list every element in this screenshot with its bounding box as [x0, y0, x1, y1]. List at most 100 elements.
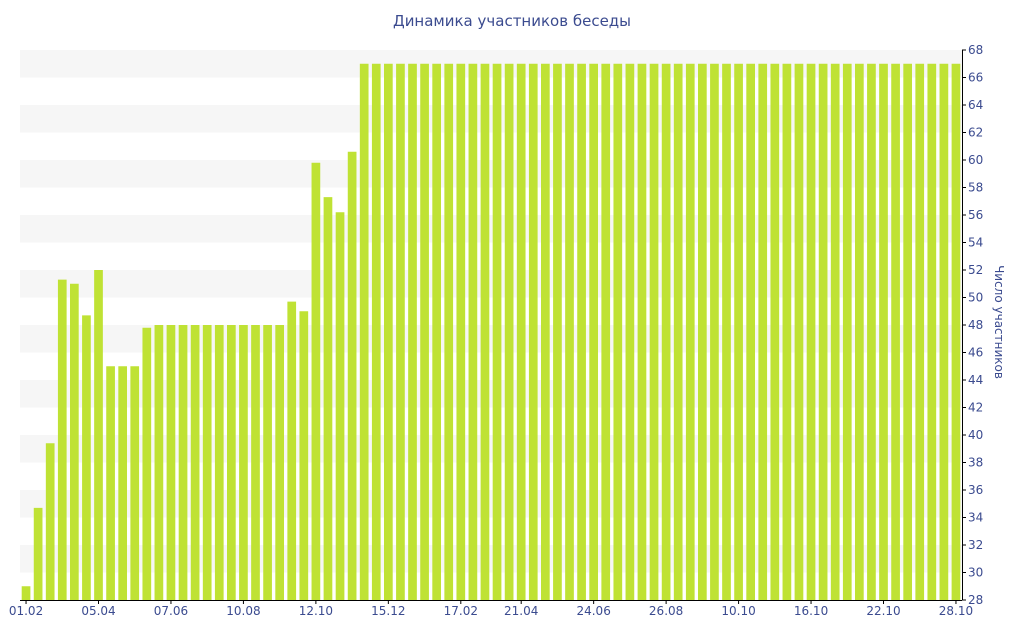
bar — [347, 151, 357, 600]
bar — [154, 325, 164, 600]
bar — [770, 63, 780, 600]
bar — [384, 63, 393, 600]
bar — [879, 63, 888, 600]
bar — [396, 63, 405, 600]
bar — [939, 63, 949, 600]
y-tick-labels: 28 30 32 34 36 38 40 42 44 46 48 50 52 54 56 58 60 62 64 66… — [968, 43, 983, 607]
bar — [456, 63, 466, 600]
bar — [589, 63, 599, 600]
grid-band — [20, 325, 962, 353]
x-tick-label: 16.10 — [794, 604, 828, 618]
y-tick-label: 32 — [968, 538, 983, 552]
bar — [408, 63, 417, 600]
bar — [263, 325, 272, 600]
bar — [130, 366, 140, 600]
bar — [299, 311, 309, 600]
bar — [565, 63, 574, 600]
bar — [577, 63, 586, 600]
bar — [855, 63, 864, 600]
bar — [106, 366, 115, 600]
bar — [480, 63, 490, 600]
bar — [94, 270, 103, 600]
bar — [673, 63, 683, 600]
x-tick-label: 22.10 — [866, 604, 900, 618]
bar — [915, 63, 925, 600]
y-tick-label: 44 — [968, 373, 983, 387]
bar — [239, 325, 248, 600]
bar — [951, 63, 961, 600]
bar — [613, 63, 623, 600]
bar — [746, 63, 756, 600]
y-tick-label: 66 — [968, 71, 983, 85]
bar — [794, 63, 804, 600]
x-tick-label: 07.06 — [154, 604, 188, 618]
bar — [468, 63, 478, 600]
grid-band — [20, 270, 962, 298]
grid-band — [20, 105, 962, 133]
bar — [166, 325, 176, 600]
bar — [323, 197, 333, 600]
axes — [20, 49, 966, 604]
y-tick-label: 56 — [968, 208, 983, 222]
grid-band — [20, 490, 962, 518]
y-tick-label: 58 — [968, 181, 983, 195]
bar — [492, 63, 502, 600]
x-tick-label: 12.10 — [299, 604, 333, 618]
bar — [190, 325, 200, 600]
bar — [287, 301, 297, 600]
bar — [830, 63, 840, 600]
bar — [335, 212, 345, 600]
bar — [528, 63, 538, 600]
bar — [202, 325, 212, 600]
y-tick-label: 34 — [968, 511, 983, 525]
bar — [21, 586, 31, 600]
bar — [698, 63, 707, 600]
bar — [927, 63, 937, 600]
x-tick-label: 05.04 — [81, 604, 115, 618]
x-tick-label: 24.06 — [576, 604, 610, 618]
y-tick-label: 30 — [968, 566, 983, 580]
bar — [553, 63, 562, 600]
y-tick-label: 52 — [968, 263, 983, 277]
y-tick-label: 42 — [968, 401, 983, 415]
grid-band — [20, 160, 962, 188]
grid-band — [20, 215, 962, 243]
bar — [685, 63, 695, 600]
bar — [57, 279, 67, 600]
bar — [734, 63, 743, 600]
bar — [722, 63, 731, 600]
y-tick-label: 68 — [968, 43, 983, 57]
bar — [842, 63, 852, 600]
bar — [70, 283, 79, 600]
chart-title: Динамика участников беседы — [392, 12, 632, 30]
bar — [214, 325, 224, 600]
x-tick-label: 10.10 — [721, 604, 755, 618]
y-tick-label: 36 — [968, 483, 983, 497]
bar — [275, 325, 285, 600]
y-tick-label: 50 — [968, 291, 983, 305]
bar — [432, 63, 442, 600]
bar — [516, 63, 526, 600]
bar — [867, 63, 876, 600]
y-tick-label: 48 — [968, 318, 983, 332]
bar — [33, 507, 43, 600]
bar — [371, 63, 381, 600]
bar — [251, 325, 260, 600]
bar — [625, 63, 635, 600]
bar — [649, 63, 659, 600]
x-tick-labels: 01.02 05.04 07.06 10.08 12.10 15.12 17.02 21.04… — [9, 604, 973, 618]
bar — [661, 63, 671, 600]
bar — [45, 443, 55, 600]
bar — [227, 325, 236, 600]
x-tick-label: 21.04 — [504, 604, 538, 618]
bar — [818, 63, 828, 600]
bar-series — [21, 63, 961, 600]
bar — [82, 315, 91, 600]
y-tick-label: 38 — [968, 456, 983, 470]
x-tick-label: 10.08 — [226, 604, 260, 618]
bar — [541, 63, 550, 600]
bar — [142, 327, 152, 600]
y-tick-label: 64 — [968, 98, 983, 112]
